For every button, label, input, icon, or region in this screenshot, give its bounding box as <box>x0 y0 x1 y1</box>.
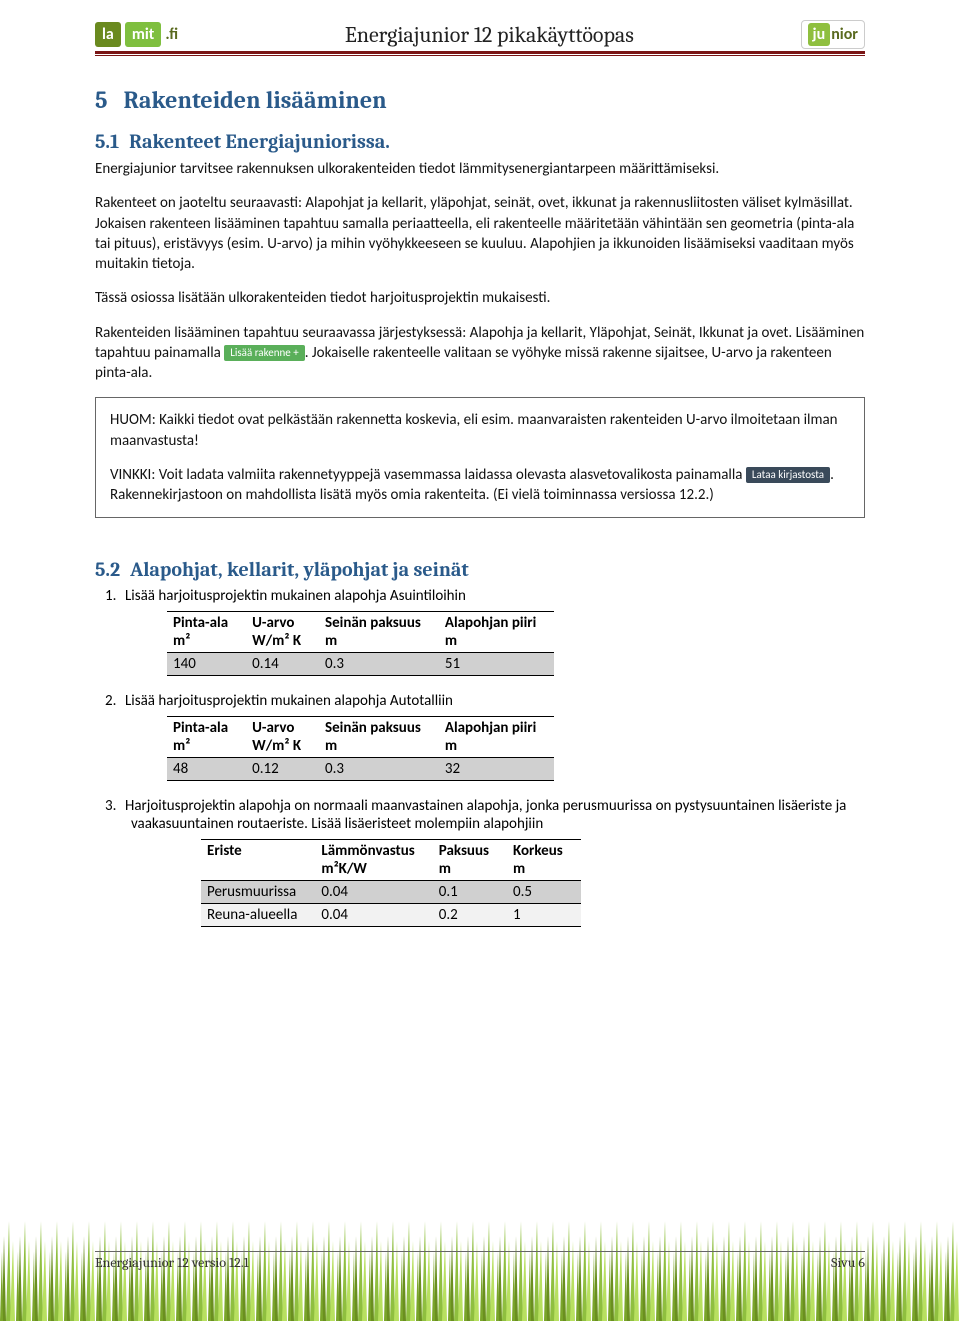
page-footer: Energiajunior 12 versio 12.1 Sivu 6 <box>95 1251 865 1271</box>
list-item-1: 1.Lisää harjoitusprojektin mukainen alap… <box>131 587 865 676</box>
t2-c2: 0.3 <box>319 758 439 781</box>
load-library-button[interactable]: Lataa kirjastosta <box>746 467 830 483</box>
logo-ju-part: ju <box>808 23 831 46</box>
note-huom: HUOM: Kaikki tiedot ovat pelkästään rake… <box>110 410 850 451</box>
t3-r1c2: 0.2 <box>433 904 507 927</box>
t2-h3: Alapohjan piirim <box>439 717 554 758</box>
table-1: Pinta-alam² U-arvoW/m² K Seinän paksuusm… <box>167 611 554 676</box>
table-row: 48 0.12 0.3 32 <box>167 758 554 781</box>
heading-5-1-num: 5.1 <box>95 130 119 153</box>
t3-h1: Lämmönvastusm²K/W <box>315 840 432 881</box>
list-num-2: 2. <box>105 692 125 710</box>
t3-r1c0: Reuna-alueella <box>201 904 315 927</box>
t2-c1: 0.12 <box>246 758 319 781</box>
table-row: Reuna-alueella 0.04 0.2 1 <box>201 904 581 927</box>
logo-lamit: la mit .fi <box>95 22 178 47</box>
t2-h2: Seinän paksuusm <box>319 717 439 758</box>
list-item-3: 3.Harjoitusprojektin alapohja on normaal… <box>131 797 865 927</box>
heading-5-2: 5.2 Alapohjat, kellarit, yläpohjat ja sei… <box>95 558 865 581</box>
header-rule <box>95 55 865 56</box>
t1-h3: Alapohjan piirim <box>439 612 554 653</box>
heading-5: 5 Rakenteiden lisääminen <box>95 86 865 114</box>
heading-5-1: 5.1 Rakenteet Energiajuniorissa. <box>95 130 865 153</box>
heading-5-2-text: Alapohjat, kellarit, yläpohjat ja seinät <box>130 558 469 581</box>
logo-la-part: la <box>95 22 121 47</box>
heading-5-1-text: Rakenteet Energiajuniorissa. <box>129 130 390 153</box>
t3-r0c3: 0.5 <box>507 881 581 904</box>
page-header: la mit .fi Energiajunior 12 pikakäyttöop… <box>95 20 865 54</box>
logo-nior-part: nior <box>831 25 858 44</box>
note-box: HUOM: Kaikki tiedot ovat pelkästään rake… <box>95 397 865 518</box>
t3-h0: Eriste <box>201 840 315 881</box>
t1-c0: 140 <box>167 653 246 676</box>
logo-mit-part: mit <box>125 22 162 47</box>
logo-fi-part: .fi <box>165 25 178 44</box>
note-vinkki: VINKKI: Voit ladata valmiita rakennetyyp… <box>110 465 850 506</box>
t2-h1: U-arvoW/m² K <box>246 717 319 758</box>
para-details: Rakenteet on jaoteltu seuraavasti: Alapo… <box>95 193 865 274</box>
logo-junior: ju nior <box>801 20 865 49</box>
t3-r1c1: 0.04 <box>315 904 432 927</box>
table-2: Pinta-alam² U-arvoW/m² K Seinän paksuusm… <box>167 716 554 781</box>
t2-h0: Pinta-alam² <box>167 717 246 758</box>
t1-c3: 51 <box>439 653 554 676</box>
heading-5-2-num: 5.2 <box>95 558 120 581</box>
note-vinkki-a: VINKKI: Voit ladata valmiita rakennetyyp… <box>110 466 746 484</box>
t1-h0: Pinta-alam² <box>167 612 246 653</box>
t2-c3: 32 <box>439 758 554 781</box>
t2-c0: 48 <box>167 758 246 781</box>
list-text-2: Lisää harjoitusprojektin mukainen alapoh… <box>125 692 453 710</box>
t3-r1c3: 1 <box>507 904 581 927</box>
list-item-2: 2.Lisää harjoitusprojektin mukainen alap… <box>131 692 865 781</box>
header-title: Energiajunior 12 pikakäyttöopas <box>178 22 800 48</box>
t3-r0c2: 0.1 <box>433 881 507 904</box>
table-row: 140 0.14 0.3 51 <box>167 653 554 676</box>
para-section-note: Tässä osiossa lisätään ulkorakenteiden t… <box>95 288 865 308</box>
para-order: Rakenteiden lisääminen tapahtuu seuraava… <box>95 323 865 384</box>
t3-h3: Korkeusm <box>507 840 581 881</box>
t3-r0c1: 0.04 <box>315 881 432 904</box>
heading-5-num: 5 <box>95 86 107 114</box>
list-text-3: Harjoitusprojektin alapohja on normaali … <box>125 797 846 833</box>
footer-left: Energiajunior 12 versio 12.1 <box>95 1254 249 1271</box>
t1-h2: Seinän paksuusm <box>319 612 439 653</box>
heading-5-text: Rakenteiden lisääminen <box>123 86 386 114</box>
table-row: Perusmuurissa 0.04 0.1 0.5 <box>201 881 581 904</box>
t1-c2: 0.3 <box>319 653 439 676</box>
table-3: Eriste Lämmönvastusm²K/W Paksuusm Korkeu… <box>201 839 581 927</box>
t3-r0c0: Perusmuurissa <box>201 881 315 904</box>
footer-right: Sivu 6 <box>831 1254 865 1271</box>
add-structure-button[interactable]: Lisää rakenne + <box>224 345 304 361</box>
t1-c1: 0.14 <box>246 653 319 676</box>
para-intro: Energiajunior tarvitsee rakennuksen ulko… <box>95 159 865 179</box>
list-text-1: Lisää harjoitusprojektin mukainen alapoh… <box>125 587 466 605</box>
t1-h1: U-arvoW/m² K <box>246 612 319 653</box>
t3-h2: Paksuusm <box>433 840 507 881</box>
list-num-3: 3. <box>105 797 125 815</box>
list-num-1: 1. <box>105 587 125 605</box>
